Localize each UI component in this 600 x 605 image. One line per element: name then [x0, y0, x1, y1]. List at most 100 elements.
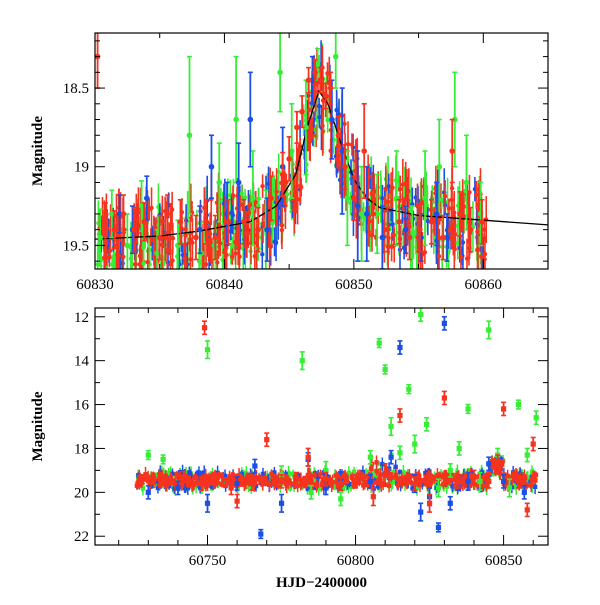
data-point	[131, 226, 137, 233]
data-point	[406, 386, 412, 392]
bg-point	[402, 477, 407, 482]
bg-point	[451, 214, 457, 219]
bg-point	[450, 484, 455, 489]
data-point	[500, 478, 507, 484]
bg-point	[401, 470, 406, 475]
bg-point	[157, 472, 162, 477]
bg-point	[166, 470, 171, 476]
data-point	[441, 395, 447, 401]
bg-point	[293, 479, 298, 485]
bg-point	[268, 242, 273, 248]
data-point	[141, 219, 147, 225]
x-tick-label: 60850	[485, 553, 523, 569]
bg-point	[222, 230, 227, 236]
bg-point	[464, 473, 470, 478]
bg-point	[272, 481, 277, 486]
bg-point	[231, 476, 236, 482]
bg-point	[307, 139, 313, 144]
data-point	[233, 116, 239, 123]
data-point	[309, 77, 316, 83]
bg-point	[460, 204, 465, 209]
bg-point	[330, 479, 335, 485]
bg-point	[170, 478, 175, 483]
x-tick-label: 60800	[337, 553, 375, 569]
bg-point	[197, 485, 203, 491]
data-point	[344, 195, 351, 201]
bg-point	[308, 475, 313, 481]
zoom-panel: 60830 60840 60850 60860 18.5 19 19.5 Magnitude	[30, 32, 549, 293]
bg-point	[172, 481, 178, 487]
data-point	[467, 226, 474, 233]
bg-point	[228, 229, 234, 234]
bg-point	[380, 461, 385, 467]
bg-point	[151, 480, 157, 486]
bg-point	[384, 467, 389, 473]
data-point	[376, 340, 382, 346]
bg-point	[238, 479, 243, 484]
data-point	[278, 478, 285, 484]
data-point	[370, 494, 376, 500]
data-point	[198, 480, 205, 487]
bg-point	[374, 468, 379, 474]
bg-point	[168, 262, 173, 267]
bg-point	[310, 482, 315, 487]
bg-point	[375, 484, 381, 489]
data-point	[397, 450, 403, 456]
bg-point	[449, 197, 454, 203]
data-point	[204, 500, 211, 506]
data-point	[323, 476, 329, 482]
bg-point	[306, 107, 311, 113]
bg-point	[446, 206, 452, 211]
bg-point	[346, 470, 352, 476]
bg-point	[234, 473, 240, 479]
data-point	[433, 211, 440, 217]
bg-point	[302, 475, 307, 481]
bg-point	[385, 199, 391, 205]
data-point	[138, 203, 145, 209]
y-axis-label: Magnitude	[30, 391, 46, 461]
bg-point	[383, 186, 388, 191]
bg-point	[225, 478, 231, 483]
bg-point	[164, 477, 169, 482]
bg-point	[147, 247, 152, 253]
bg-point	[205, 483, 210, 488]
bg-point	[396, 477, 402, 483]
bg-point	[170, 235, 176, 241]
bg-point	[270, 221, 275, 226]
bg-point	[351, 469, 357, 474]
bg-point	[316, 103, 322, 109]
bg-point	[410, 486, 415, 491]
bg-point	[260, 471, 266, 477]
bg-point	[422, 481, 428, 486]
bg-point	[208, 483, 214, 489]
bg-point	[475, 482, 480, 488]
data-point	[181, 474, 187, 480]
bg-point	[140, 486, 146, 491]
data-point	[264, 226, 270, 233]
bg-point	[462, 479, 467, 485]
bg-point	[483, 483, 489, 488]
data-point	[477, 478, 483, 484]
data-point	[447, 467, 453, 473]
bg-point	[219, 481, 224, 487]
data-point	[435, 524, 442, 531]
data-point	[449, 148, 456, 154]
data-point	[397, 344, 403, 351]
data-point	[444, 234, 450, 241]
data-point	[341, 163, 348, 170]
data-point	[440, 234, 446, 241]
bg-point	[246, 484, 251, 490]
bg-point	[141, 245, 146, 250]
bg-point	[374, 460, 379, 465]
data-point	[452, 116, 458, 123]
y-tick-label: 12	[74, 310, 89, 326]
bg-point	[170, 258, 175, 263]
bg-point	[236, 473, 242, 478]
bg-point	[389, 479, 395, 485]
data-point	[160, 478, 166, 484]
bg-point	[344, 479, 350, 484]
bg-point	[152, 483, 158, 488]
data-point	[358, 211, 365, 217]
data-point	[379, 234, 386, 241]
